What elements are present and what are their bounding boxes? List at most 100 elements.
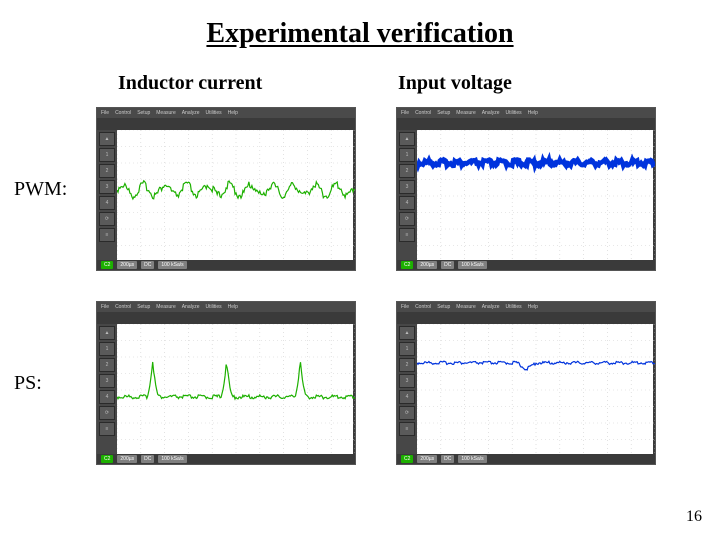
scope-waveform-svg — [417, 130, 655, 262]
scope-menu-item[interactable]: File — [401, 110, 409, 116]
scope-bottom-chip[interactable]: C2 — [101, 261, 113, 269]
scope-plot-area — [117, 324, 353, 454]
scope-side-button[interactable]: 4 — [399, 390, 415, 404]
scope-ps-current: File Control Setup Measure Analyze Utilities H… — [96, 301, 356, 465]
scope-ps-voltage: File Control Setup Measure Analyze Utilities H… — [396, 301, 656, 465]
scope-menu-item[interactable]: File — [101, 304, 109, 310]
scope-side-button[interactable]: ▲ — [99, 132, 115, 146]
scope-menu-item[interactable]: Analyze — [482, 110, 500, 116]
scope-side-button[interactable]: 3 — [399, 180, 415, 194]
scope-plot-area — [417, 130, 653, 260]
scope-bottom-chip[interactable]: 200µs — [417, 261, 437, 269]
scope-side-button[interactable]: ▲ — [399, 326, 415, 340]
scope-side-button[interactable]: 1 — [399, 148, 415, 162]
scope-menu-item[interactable]: Setup — [437, 304, 450, 310]
column-headers-row: Inductor current Input voltage — [0, 72, 720, 95]
scope-side-button[interactable]: 2 — [399, 358, 415, 372]
scope-waveform-svg — [117, 130, 355, 262]
scope-grid: PWM: File Control Setup Measure Analyze Utili… — [14, 107, 720, 465]
scope-side-button[interactable]: ≡ — [399, 228, 415, 242]
scope-sidebar: ▲ 1 2 3 4 ⟳ ≡ — [97, 324, 117, 454]
scope-bottom-bar: C2 200µs DC 100 kSa/s — [97, 260, 355, 270]
scope-side-button[interactable]: ▲ — [99, 326, 115, 340]
scope-menu-item[interactable]: Control — [115, 110, 131, 116]
scope-menu-item[interactable]: Measure — [156, 110, 175, 116]
scope-waveform-svg — [117, 324, 355, 456]
scope-menu-item[interactable]: Utilities — [506, 110, 522, 116]
scope-side-button[interactable]: 3 — [99, 374, 115, 388]
scope-bottom-chip[interactable]: C2 — [401, 455, 413, 463]
scope-side-button[interactable]: ⟳ — [399, 406, 415, 420]
scope-side-button[interactable]: ≡ — [399, 422, 415, 436]
scope-side-button[interactable]: 2 — [399, 164, 415, 178]
row-label-pwm: PWM: — [14, 178, 96, 201]
scope-bottom-chip[interactable]: DC — [141, 455, 154, 463]
scope-bottom-bar: C2 200µs DC 100 kSa/s — [97, 454, 355, 464]
slide-title: Experimental verification — [0, 0, 720, 50]
scope-side-button[interactable]: 3 — [399, 374, 415, 388]
scope-side-button[interactable]: 4 — [99, 390, 115, 404]
scope-sidebar: ▲ 1 2 3 4 ⟳ ≡ — [397, 324, 417, 454]
scope-menu-item[interactable]: Analyze — [182, 110, 200, 116]
scope-info-bar — [397, 118, 655, 130]
scope-menu-item[interactable]: Measure — [456, 304, 475, 310]
scope-menu-item[interactable]: Measure — [456, 110, 475, 116]
scope-bottom-chip[interactable]: 100 kSa/s — [158, 455, 186, 463]
slide-number: 16 — [686, 508, 702, 526]
scope-bottom-chip[interactable]: DC — [441, 261, 454, 269]
scope-menu-item[interactable]: Analyze — [182, 304, 200, 310]
scope-sidebar: ▲ 1 2 3 4 ⟳ ≡ — [97, 130, 117, 260]
scope-info-bar — [97, 312, 355, 324]
scope-side-button[interactable]: 4 — [399, 196, 415, 210]
scope-side-button[interactable]: ≡ — [99, 228, 115, 242]
scope-menu-item[interactable]: Analyze — [482, 304, 500, 310]
scope-bottom-chip[interactable]: 100 kSa/s — [458, 455, 486, 463]
scope-side-button[interactable]: ≡ — [99, 422, 115, 436]
scope-side-button[interactable]: 4 — [99, 196, 115, 210]
scope-side-button[interactable]: 1 — [99, 148, 115, 162]
scope-menu-item[interactable]: Control — [415, 304, 431, 310]
scope-pwm-current: File Control Setup Measure Analyze Utilities H… — [96, 107, 356, 271]
scope-bottom-chip[interactable]: 100 kSa/s — [158, 261, 186, 269]
scope-menu-item[interactable]: Setup — [437, 110, 450, 116]
scope-bottom-chip[interactable]: 200µs — [117, 455, 137, 463]
scope-menubar: File Control Setup Measure Analyze Utilities H… — [97, 302, 355, 312]
scope-menu-item[interactable]: Help — [228, 304, 238, 310]
scope-plot-area — [117, 130, 353, 260]
scope-menu-item[interactable]: File — [401, 304, 409, 310]
scope-menu-item[interactable]: File — [101, 110, 109, 116]
scope-bottom-chip[interactable]: C2 — [101, 455, 113, 463]
scope-menu-item[interactable]: Setup — [137, 110, 150, 116]
scope-menu-item[interactable]: Utilities — [206, 304, 222, 310]
scope-bottom-chip[interactable]: 200µs — [117, 261, 137, 269]
scope-side-button[interactable]: 1 — [399, 342, 415, 356]
row-label-ps: PS: — [14, 372, 96, 395]
scope-pwm-voltage: File Control Setup Measure Analyze Utilities H… — [396, 107, 656, 271]
scope-side-button[interactable]: ▲ — [399, 132, 415, 146]
scope-menu-item[interactable]: Help — [528, 110, 538, 116]
scope-bottom-chip[interactable]: DC — [441, 455, 454, 463]
scope-side-button[interactable]: ⟳ — [399, 212, 415, 226]
scope-side-button[interactable]: ⟳ — [99, 212, 115, 226]
scope-menu-item[interactable]: Utilities — [206, 110, 222, 116]
scope-bottom-chip[interactable]: 100 kSa/s — [458, 261, 486, 269]
scope-side-button[interactable]: 2 — [99, 164, 115, 178]
scope-bottom-chip[interactable]: C2 — [401, 261, 413, 269]
scope-menu-item[interactable]: Measure — [156, 304, 175, 310]
scope-menu-item[interactable]: Help — [528, 304, 538, 310]
scope-side-button[interactable]: 3 — [99, 180, 115, 194]
scope-bottom-bar: C2 200µs DC 100 kSa/s — [397, 260, 655, 270]
scope-trace — [117, 181, 355, 199]
scope-side-button[interactable]: ⟳ — [99, 406, 115, 420]
scope-menubar: File Control Setup Measure Analyze Utilities H… — [97, 108, 355, 118]
scope-bottom-chip[interactable]: 200µs — [417, 455, 437, 463]
scope-side-button[interactable]: 1 — [99, 342, 115, 356]
scope-menu-item[interactable]: Help — [228, 110, 238, 116]
scope-menu-item[interactable]: Control — [115, 304, 131, 310]
scope-menu-item[interactable]: Utilities — [506, 304, 522, 310]
scope-waveform-svg — [417, 324, 655, 456]
scope-bottom-chip[interactable]: DC — [141, 261, 154, 269]
scope-menu-item[interactable]: Control — [415, 110, 431, 116]
scope-side-button[interactable]: 2 — [99, 358, 115, 372]
scope-menu-item[interactable]: Setup — [137, 304, 150, 310]
